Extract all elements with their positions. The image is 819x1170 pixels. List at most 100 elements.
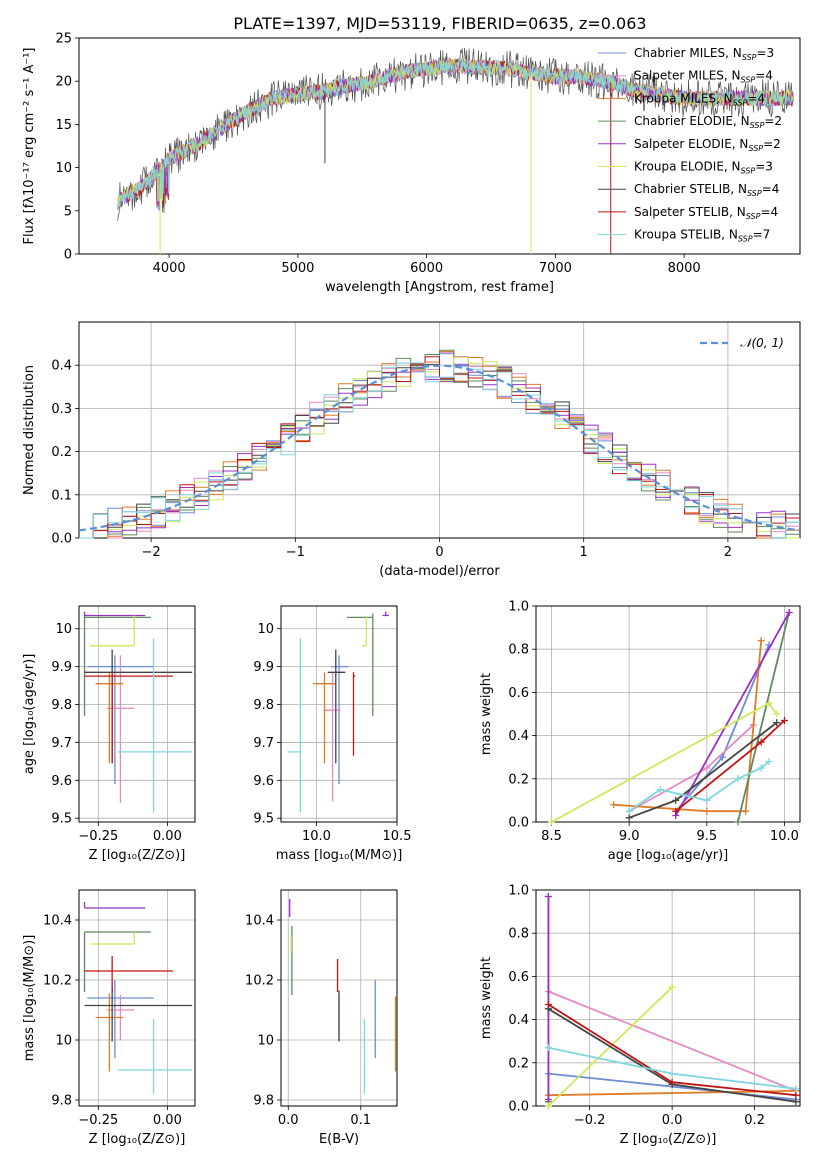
x-tick-label: 0.0 [662, 1113, 683, 1128]
x-axis-label: (data-model)/error [379, 564, 500, 579]
y-tick-label: 0.2 [51, 445, 72, 460]
weight-marker [765, 699, 773, 707]
y-tick-label: 10 [55, 1034, 72, 1049]
mass-weight-vs-age-panel: 8.5 9.0 9.5 10.0 0.0 0.2 0.4 0.6 0.8 1.0 age [log₁… [479, 600, 801, 863]
weight-marker [773, 719, 781, 727]
y-tick-label: 0.4 [508, 1013, 529, 1028]
x-tick-label: 0.1 [350, 1113, 371, 1128]
weight-marker [544, 1044, 552, 1052]
weight-line [613, 640, 763, 813]
x-tick-label: 0.2 [744, 1113, 765, 1128]
x-tick-label: 9.0 [619, 829, 640, 844]
legend-entry: Salpeter ELODIE, NSSP=2 [634, 137, 781, 153]
x-tick-label: −1 [286, 545, 305, 560]
x-tick-label: 0.00 [153, 829, 182, 844]
y-axis-label: mass weight [479, 673, 494, 755]
legend-entry: Chabrier MILES, NSSP=3 [634, 46, 774, 62]
weight-marker [765, 758, 773, 766]
chart-title: PLATE=1397, MJD=53119, FIBERID=0635, z=0… [233, 14, 646, 33]
legend-entry: Kroupa STELIB, NSSP=7 [634, 228, 770, 244]
legend-entry: Salpeter MILES, NSSP=4 [634, 69, 773, 85]
y-axis-label: Flux [fλ10⁻¹⁷ erg cm⁻² s⁻¹ A⁻¹] [22, 48, 37, 245]
y-tick-label: 10 [257, 1034, 274, 1049]
y-tick-label: 0.3 [51, 402, 72, 417]
weight-marker [544, 1102, 552, 1110]
y-tick-label: 0.6 [508, 970, 529, 985]
y-tick-label: 10.4 [43, 914, 72, 929]
y-tick-label: 9.7 [51, 736, 72, 751]
x-tick-label: 0.00 [153, 1113, 182, 1128]
x-tick-label: −2 [142, 545, 161, 560]
weight-marker [668, 983, 676, 991]
weight-marker [742, 807, 750, 815]
y-tick-label: 1.0 [508, 600, 529, 615]
x-tick-label: 5000 [281, 261, 314, 276]
weight-marker [703, 807, 711, 815]
y-tick-label: 10 [257, 622, 274, 637]
x-axis-label: Z [log₁₀(Z/Z⊙)] [89, 1132, 186, 1147]
y-tick-label: 9.5 [253, 812, 274, 827]
y-tick-label: 10 [55, 622, 72, 637]
y-tick-label: 9.8 [51, 1094, 72, 1109]
y-tick-label: 0.4 [51, 359, 72, 374]
x-axis-label: wavelength [Angstrom, rest frame] [325, 280, 554, 295]
weight-line [675, 612, 790, 816]
y-tick-label: 0.1 [51, 488, 72, 503]
x-axis-label: mass [log₁₀(M/M⊙)] [276, 848, 403, 863]
axes-frame [535, 889, 801, 1107]
weight-marker [668, 1078, 676, 1086]
x-tick-label: 8000 [668, 261, 701, 276]
x-tick-label: 4000 [153, 261, 186, 276]
weight-marker [625, 807, 633, 815]
y-tick-label: 9.5 [51, 812, 72, 827]
y-tick-label: 9.7 [253, 736, 274, 751]
weight-marker [544, 1096, 552, 1104]
legend-entry: Kroupa MILES, NSSP=4 [634, 91, 765, 107]
y-axis-label: Normed distribution [22, 365, 37, 495]
y-tick-label: 20 [55, 75, 72, 90]
axes-frame [535, 605, 801, 823]
y-tick-label: 0 [64, 248, 72, 263]
x-tick-label: 0 [435, 545, 443, 560]
y-tick-label: 9.9 [51, 660, 72, 675]
x-tick-label: 7000 [539, 261, 572, 276]
y-tick-label: 25 [55, 32, 72, 47]
weight-marker [734, 818, 742, 826]
y-axis-label: mass weight [479, 957, 494, 1039]
weight-marker [656, 786, 664, 794]
weight-marker [792, 1085, 800, 1093]
x-tick-label: 10.5 [383, 829, 412, 844]
y-tick-label: 0.0 [508, 816, 529, 831]
mass-vs-metallicity-panel: −0.25 0.00 9.8 10 10.2 10.4 Z [log₁₀(Z/Z⊙)] mas… [22, 889, 196, 1147]
y-tick-label: 10 [55, 161, 72, 176]
weight-marker [757, 738, 765, 746]
y-axis-label: age [log₁₀(age/yr)] [22, 654, 37, 775]
spectrum-panel: 4000 5000 6000 7000 8000 0 5 10 15 20 25 wavelength… [22, 32, 801, 295]
weight-marker [703, 764, 711, 772]
weight-marker [548, 818, 556, 826]
y-tick-label: 9.6 [51, 774, 72, 789]
x-axis-label: age [log₁₀(age/yr)] [608, 848, 729, 863]
gaussian-curve [78, 364, 801, 532]
weight-marker [757, 764, 765, 772]
x-tick-label: 9.5 [696, 829, 717, 844]
axes-frame [280, 889, 398, 1107]
legend-entry: Chabrier STELIB, NSSP=4 [634, 182, 779, 198]
y-tick-label: 9.8 [253, 1094, 274, 1109]
y-tick-label: 0.4 [508, 729, 529, 744]
weight-marker [734, 775, 742, 783]
y-tick-label: 1.0 [508, 884, 529, 899]
axes-frame [78, 37, 801, 255]
legend-entry: 𝒩(0, 1) [740, 336, 784, 350]
y-tick-label: 5 [64, 204, 72, 219]
weight-marker [544, 1000, 552, 1008]
weight-line [628, 760, 770, 812]
x-tick-label: 1 [580, 545, 588, 560]
y-tick-label: 15 [55, 118, 72, 133]
y-tick-label: 9.8 [253, 698, 274, 713]
y-tick-label: 10.4 [245, 914, 274, 929]
age-vs-metallicity-panel: −0.25 0.00 9.5 9.6 9.7 9.8 9.9 10 Z [log₁₀(Z/Z⊙)… [22, 605, 196, 863]
x-tick-label: 0.0 [278, 1113, 299, 1128]
